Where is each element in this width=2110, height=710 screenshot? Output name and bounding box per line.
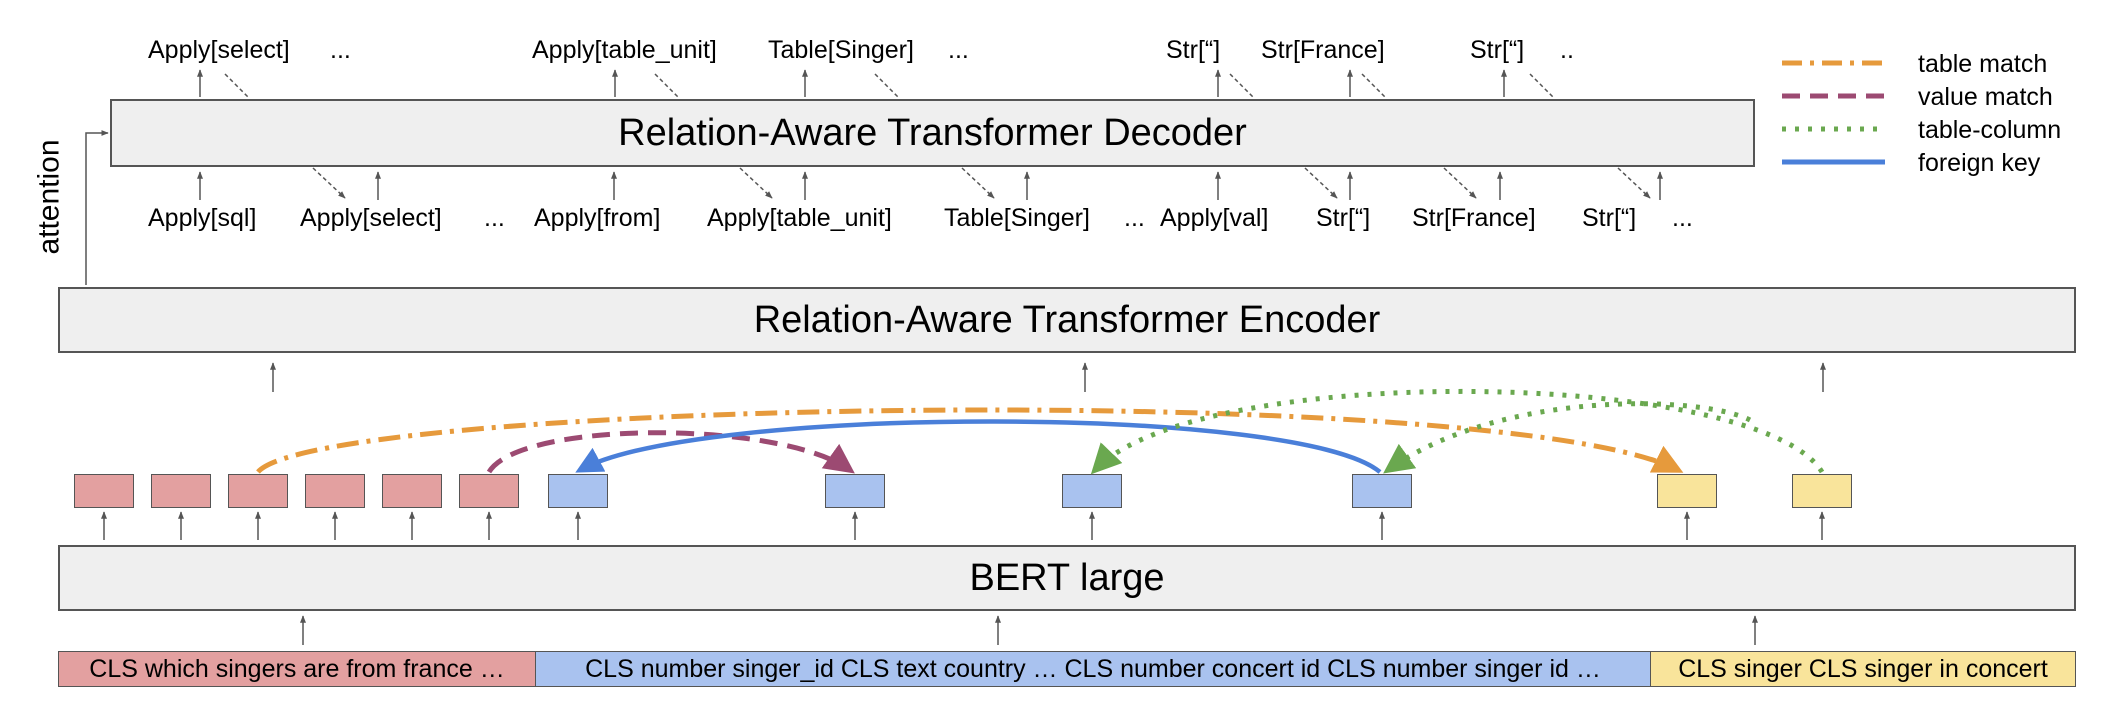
decoder-box: Relation-Aware Transformer Decoder [110, 99, 1755, 167]
decoder-output-label: Str[“] [1470, 36, 1525, 64]
feedback-link [1229, 73, 1254, 98]
feedback-link [1617, 167, 1651, 199]
decoder-input-ellipsis: ... [484, 204, 505, 232]
feedback-link [1443, 167, 1477, 199]
decoder-output-ellipsis: ... [330, 36, 351, 64]
decoder-input-label: Str[“] [1316, 204, 1371, 232]
question-segment: CLS which singers are from france … [58, 651, 536, 687]
decoder-output-label: Table[Singer] [768, 36, 914, 64]
columns-segment-text: CLS number singer_id CLS text country … … [585, 654, 1601, 683]
question-token [228, 474, 288, 508]
feedback-link [654, 73, 679, 98]
legend-label-table-column: table-column [1918, 116, 2062, 144]
feedback-link [224, 73, 249, 98]
encoder-box: Relation-Aware Transformer Encoder [58, 287, 2076, 353]
question-token [382, 474, 442, 508]
decoder-title: Relation-Aware Transformer Decoder [618, 111, 1247, 154]
decoder-input-label: Str[France] [1412, 204, 1536, 232]
feedback-link [312, 167, 346, 199]
decoder-input-label: Apply[select] [300, 204, 442, 232]
question-token [74, 474, 134, 508]
legend-label-table-match: table match [1918, 50, 2048, 78]
question-token [459, 474, 519, 508]
feedback-link [1529, 73, 1554, 98]
column-token [548, 474, 608, 508]
table-token [1657, 474, 1717, 508]
bert-box: BERT large [58, 545, 2076, 611]
column-token [1352, 474, 1412, 508]
decoder-output-ellipsis: ... [948, 36, 969, 64]
encoder-title: Relation-Aware Transformer Encoder [753, 298, 1381, 341]
feedback-link [1361, 73, 1386, 98]
decoder-output-label: Str[“] [1166, 36, 1221, 64]
question-token [151, 474, 211, 508]
decoder-output-ellipsis: .. [1560, 36, 1574, 64]
decoder-input-label: Str[“] [1582, 204, 1637, 232]
column-token [825, 474, 885, 508]
column-token [1062, 474, 1122, 508]
decoder-input-ellipsis: ... [1672, 204, 1693, 232]
decoder-input-label: Apply[from] [534, 204, 661, 232]
foreign-key-edge [575, 419, 1382, 474]
decoder-input-label: Apply[sql] [148, 204, 257, 232]
decoder-output-label: Apply[select] [148, 36, 290, 64]
question-token [305, 474, 365, 508]
bert-title: BERT large [969, 556, 1165, 599]
feedback-link [874, 73, 899, 98]
value-match-edge [486, 430, 855, 474]
feedback-link [961, 167, 995, 199]
tables-segment: CLS singer CLS singer in concert [1650, 651, 2076, 687]
decoder-output-label: Str[France] [1261, 36, 1385, 64]
columns-segment: CLS number singer_id CLS text country … … [535, 651, 1651, 687]
decoder-input-label: Apply[val] [1160, 204, 1269, 232]
table-column-edge [1090, 388, 1825, 475]
tables-segment-text: CLS singer CLS singer in concert [1678, 654, 2048, 683]
attention-arrow [85, 130, 109, 285]
decoder-input-ellipsis: ... [1124, 204, 1145, 232]
legend-label-value-match: value match [1918, 83, 2053, 111]
feedback-link [1304, 167, 1338, 199]
feedback-link [739, 167, 773, 199]
decoder-input-label: Apply[table_unit] [707, 204, 892, 232]
legend-label-foreign-key: foreign key [1918, 149, 2041, 177]
decoder-output-label: Apply[table_unit] [532, 36, 717, 64]
question-segment-text: CLS which singers are from france … [89, 654, 505, 683]
table-token [1792, 474, 1852, 508]
table-column-edge [1383, 401, 1752, 474]
decoder-input-label: Table[Singer] [944, 204, 1090, 232]
table-match-edge [256, 407, 1684, 474]
